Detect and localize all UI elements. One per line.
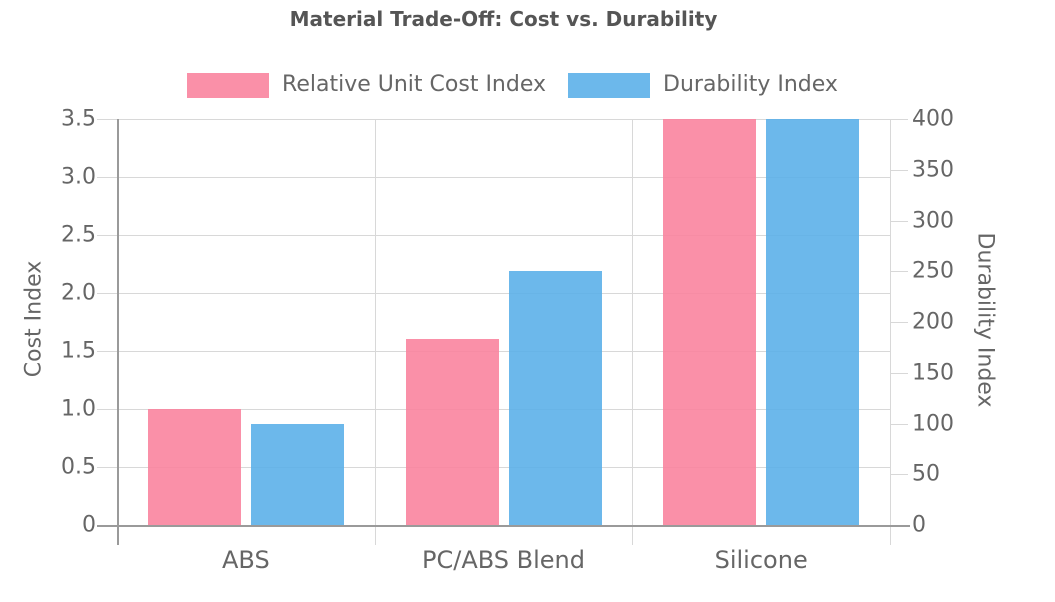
category-label: PC/ABS Blend <box>422 546 585 574</box>
right-axis-tick-label: 100 <box>912 411 954 436</box>
right-axis-tick <box>890 423 908 425</box>
right-axis-tick-label: 250 <box>912 258 954 284</box>
legend-swatch <box>568 72 651 98</box>
legend-item: Durability Index <box>568 72 838 98</box>
right-axis-tick <box>890 119 908 120</box>
right-axis-tick <box>890 220 908 222</box>
bar-relative-unit-cost-index-silicone <box>663 119 757 525</box>
right-axis-tick <box>890 372 908 374</box>
right-axis-title: Durability Index <box>972 232 998 408</box>
right-axis-tick-label: 350 <box>912 157 954 183</box>
left-axis-tick-label: 1.0 <box>61 396 96 422</box>
right-axis-tick-label: 150 <box>912 360 954 386</box>
right-axis-tick-label: 0 <box>912 512 926 538</box>
vertical-gridline <box>117 119 119 545</box>
category-label: Silicone <box>714 546 808 574</box>
left-axis-tick-label: 3.0 <box>61 164 96 190</box>
legend-label: Durability Index <box>663 72 838 97</box>
right-axis-tick-label: 50 <box>912 461 940 487</box>
category-label: ABS <box>221 546 270 574</box>
gridline <box>97 293 890 294</box>
left-axis-tick-label: 3.5 <box>61 106 96 132</box>
legend-item: Relative Unit Cost Index <box>187 72 546 98</box>
right-axis-tick-label: 300 <box>912 208 954 233</box>
left-axis-tick-label: 0.5 <box>61 454 96 480</box>
bar-relative-unit-cost-index-pc-abs-blend <box>405 339 499 525</box>
vertical-gridline <box>890 119 891 545</box>
legend: Relative Unit Cost Index Durability Index <box>126 72 899 98</box>
x-axis-line <box>97 525 910 527</box>
chart-title: Material Trade-Off: Cost vs. Durability <box>289 7 718 31</box>
right-axis-tick <box>890 169 908 171</box>
right-axis-tick-label: 200 <box>912 309 954 335</box>
bar-durability-index-pc-abs-blend <box>508 271 602 525</box>
left-axis-tick-label: 2.5 <box>61 222 96 248</box>
plot-area: 0 0.5 1.0 1.5 2.0 2.5 3.0 3.5 0 50 100 150 200 250 300… <box>61 107 954 575</box>
right-axis-tick <box>890 474 908 476</box>
left-axis-tick-label: 1.5 <box>61 338 96 364</box>
vertical-gridline <box>374 119 376 545</box>
legend-label: Relative Unit Cost Index <box>282 72 547 97</box>
vertical-gridline <box>632 119 634 545</box>
right-axis-tick <box>890 271 908 273</box>
left-axis-title: Cost Index <box>21 260 47 378</box>
gridline <box>97 235 890 236</box>
legend-swatch <box>187 72 270 98</box>
bar-relative-unit-cost-index-abs <box>147 409 241 525</box>
gridline <box>97 119 890 120</box>
right-axis-tick-label: 400 <box>912 106 954 132</box>
bar-durability-index-abs <box>250 423 344 525</box>
left-axis-tick-label: 0 <box>82 512 96 538</box>
right-axis-tick <box>890 322 908 323</box>
bar-durability-index-silicone <box>766 119 860 525</box>
left-axis-tick-label: 2.0 <box>61 280 96 306</box>
gridline <box>97 177 890 178</box>
